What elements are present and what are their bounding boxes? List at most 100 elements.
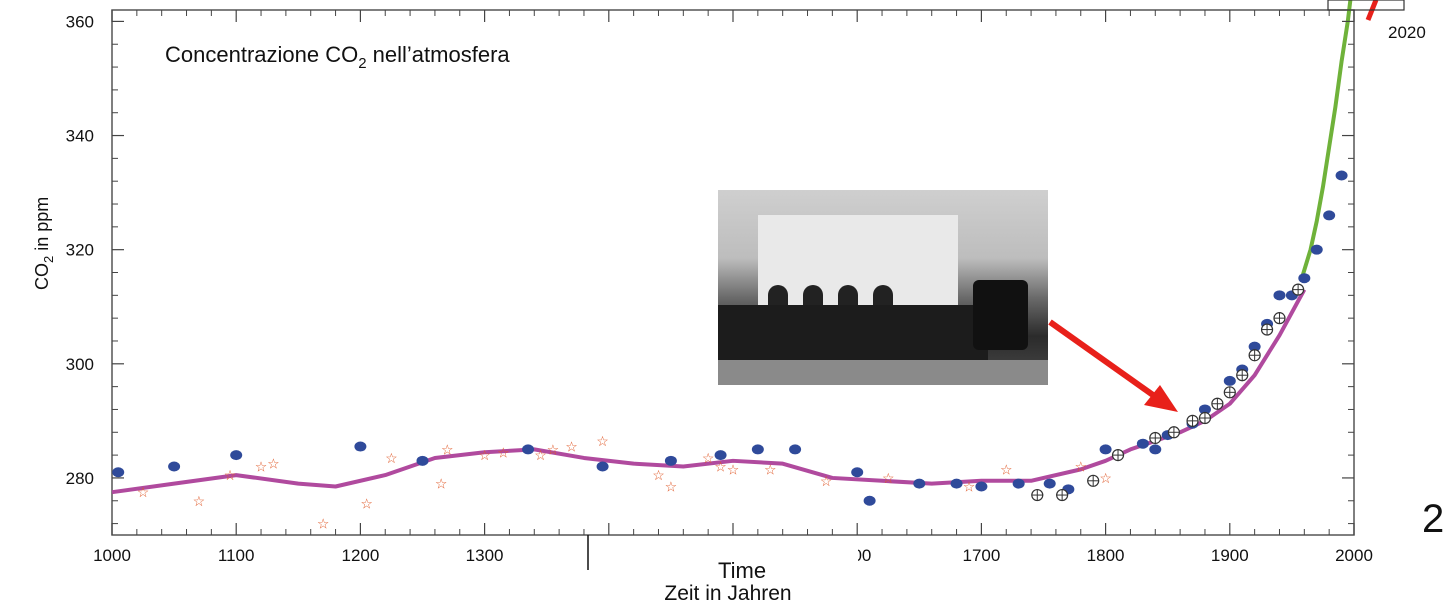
right-year-label: 2020	[1388, 23, 1426, 42]
y-tick-label: 300	[66, 355, 94, 374]
side-fragment-text: 2	[1422, 497, 1445, 541]
data-point-star: ☆	[820, 473, 833, 489]
data-point-dot	[789, 444, 802, 455]
y-tick-label: 340	[66, 127, 94, 146]
x-axis-label: Zeit in Jahren	[664, 582, 791, 603]
data-point-dot	[1149, 444, 1162, 455]
data-point-crosscircle	[1149, 431, 1162, 445]
historic-train-station-photo	[718, 190, 1048, 385]
annotation-arrowhead	[1144, 385, 1178, 412]
data-point-dot	[230, 450, 243, 461]
data-point-star: ☆	[652, 467, 665, 483]
data-point-crosscircle	[1198, 411, 1212, 425]
annotation-arrow	[1048, 319, 1162, 403]
series-layer: ☆☆☆☆ ☆☆☆☆☆☆ ☆ ☆ ☆ ☆ ☆ ☆☆☆☆☆ ☆ ☆☆ ☆☆☆ ☆☆	[111, 0, 1353, 532]
data-point-crosscircle	[1248, 349, 1261, 362]
data-point-crosscircle	[1186, 414, 1199, 427]
data-point-dot	[1136, 438, 1149, 449]
data-point-star: ☆	[565, 439, 578, 455]
data-point-dot	[714, 450, 727, 461]
data-point-crosscircle	[1273, 312, 1286, 325]
data-point-star: ☆	[267, 456, 280, 472]
data-point-dot	[1323, 210, 1336, 221]
data-point-crosscircle	[1087, 474, 1100, 487]
photo-rails	[718, 360, 1048, 385]
data-point-star: ☆	[1000, 461, 1013, 477]
x-tick-label: 1700	[962, 546, 1000, 565]
series-line	[111, 288, 1307, 495]
x-tick-label: 1000	[93, 546, 131, 565]
x-axis-mask	[588, 536, 858, 572]
data-point-dot	[1223, 375, 1236, 386]
data-point-dot	[851, 467, 864, 478]
x-tick-label: 1800	[1087, 546, 1125, 565]
y-tick-label: 280	[66, 469, 94, 488]
data-point-dot	[1335, 170, 1348, 181]
data-point-star: ☆	[193, 493, 206, 509]
data-point-star: ☆	[764, 461, 777, 477]
data-point-crosscircle	[1167, 426, 1181, 439]
data-point-star: ☆	[727, 461, 740, 477]
data-point-crosscircle	[1211, 397, 1224, 410]
data-point-star: ☆	[882, 470, 895, 486]
data-point-star: ☆	[478, 447, 491, 463]
data-point-star: ☆	[360, 496, 373, 512]
data-point-dot	[112, 467, 125, 478]
x-tick-label: 2000	[1335, 546, 1373, 565]
y-tick-label: 360	[66, 12, 94, 31]
x-tick-label: 1300	[466, 546, 504, 565]
data-point-star: ☆	[714, 459, 727, 475]
data-point-star: ☆	[534, 447, 547, 463]
x-tick-label: 1100	[218, 546, 255, 565]
data-point-dot	[1298, 273, 1311, 284]
series-line	[1299, 0, 1353, 279]
data-point-crosscircle	[1111, 449, 1125, 462]
data-point-dot	[1099, 444, 1112, 455]
data-point-star: ☆	[702, 450, 715, 466]
data-point-dot	[1248, 341, 1261, 352]
data-point-star: ☆	[224, 467, 237, 483]
x-tick-label: 1900	[1211, 546, 1249, 565]
data-point-star: ☆	[1099, 470, 1112, 486]
data-point-star: ☆	[497, 444, 510, 460]
data-point-star: ☆	[137, 484, 150, 500]
data-point-dot	[416, 455, 429, 466]
data-point-dot	[751, 444, 764, 455]
data-point-dot	[354, 441, 367, 452]
chart-title: Concentrazione CO2 nell’atmosfera	[165, 42, 510, 72]
data-point-dot	[1198, 404, 1211, 415]
data-point-dot	[596, 461, 609, 472]
data-point-star: ☆	[317, 516, 330, 532]
data-point-star: ☆	[255, 459, 268, 475]
data-point-crosscircle	[1292, 283, 1305, 296]
y-tick-label: 320	[66, 241, 94, 260]
data-point-crosscircle	[1223, 386, 1236, 399]
data-point-star: ☆	[441, 441, 454, 457]
photo-locomotive	[973, 280, 1028, 350]
data-point-star: ☆	[596, 433, 609, 449]
y-axis-label: CO2 in ppm	[32, 197, 56, 290]
data-point-dot	[664, 455, 677, 466]
data-point-dot	[950, 478, 963, 489]
data-point-star: ☆	[963, 478, 976, 494]
photo-building	[758, 215, 958, 310]
data-point-dot	[975, 481, 988, 492]
data-point-crosscircle	[1031, 488, 1044, 502]
data-point-star: ☆	[547, 441, 560, 457]
data-point-star: ☆	[385, 450, 398, 466]
photo-crowd	[718, 305, 988, 360]
data-point-dot	[913, 478, 926, 489]
data-point-crosscircle	[1056, 488, 1069, 502]
right-year-box	[1327, 0, 1405, 11]
data-point-dot	[522, 444, 535, 455]
data-point-dot	[168, 461, 181, 472]
data-point-crosscircle	[1260, 323, 1274, 336]
data-point-dot	[863, 495, 876, 506]
x-tick-label: 1200	[341, 546, 379, 565]
data-point-star: ☆	[1074, 459, 1087, 475]
data-point-star: ☆	[435, 476, 448, 492]
data-point-dot	[1012, 478, 1025, 489]
data-point-dot	[1310, 244, 1323, 255]
data-point-crosscircle	[1236, 369, 1249, 382]
